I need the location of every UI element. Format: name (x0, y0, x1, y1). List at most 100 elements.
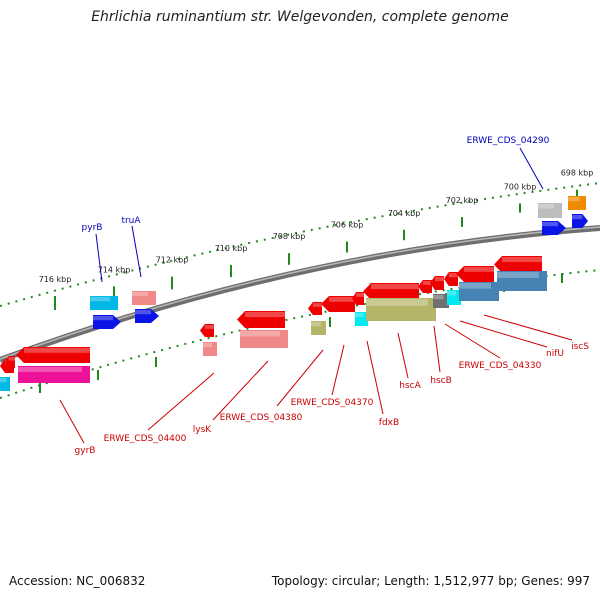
gene-red-ERWE_CDS_04390 (237, 311, 285, 328)
genome-backbone-highlight (0, 226, 600, 360)
gene-hscB (433, 294, 449, 308)
tick-label: 704 kbp (388, 209, 421, 218)
tick-label: 702 kbp (446, 196, 479, 205)
gene-fdxB-shine (355, 313, 364, 318)
gene-red-04340-shine (434, 277, 444, 282)
gene-ERWE_CDS_04370 (311, 321, 326, 335)
gene-red-iscS-shine (502, 257, 542, 263)
gene-red-04330 (444, 272, 458, 286)
gene-cyan-edge (0, 377, 10, 391)
label-leader-line (147, 372, 215, 431)
accession-text: Accession: NC_006832 (9, 574, 146, 588)
label-leader-line (366, 340, 384, 415)
gene-label: ERWE_CDS_04370 (291, 398, 374, 408)
gene-blue-697-shine (572, 215, 583, 220)
tick-rail-outer (0, 182, 600, 307)
label-leader-line (459, 320, 548, 348)
gene-label: ERWE_CDS_04330 (459, 361, 542, 371)
gene-iscS (497, 271, 547, 291)
gene-fdxB (355, 312, 368, 326)
gene-red-nifU (456, 266, 494, 282)
gene-red-hscB-shine (422, 281, 432, 285)
gene-label: ERWE_CDS_04290 (467, 136, 550, 146)
gene-nifU (459, 282, 499, 301)
gene-lysK-shine (203, 343, 213, 348)
gene-orange-698 (568, 196, 586, 210)
gene-red-small (5, 356, 15, 368)
label-lines-layer (59, 147, 573, 444)
gene-nifU-shine (459, 283, 491, 289)
gene-blue-698-shine (542, 222, 558, 227)
tick-label: 712 kbp (156, 256, 189, 265)
gene-red-lysK-area-shine (204, 325, 214, 329)
genome-backbone (0, 225, 600, 363)
tick-label: 708 kbp (273, 232, 306, 241)
gene-truA-partner (135, 309, 159, 323)
tick-label: 714 kbp (98, 265, 131, 274)
gene-red-nifU-shine (464, 267, 494, 272)
tick-label: 716 kbp (39, 275, 72, 284)
label-leader-line (331, 344, 345, 396)
gene-label: lysK (193, 425, 213, 435)
gene-label: iscS (571, 342, 589, 352)
tick-label: 698 kbp (561, 169, 594, 178)
gene-ERWE_CDS_04370-shine (311, 322, 321, 327)
gene-ERWE_CDS_04380 (240, 330, 288, 348)
gene-pyrB-partner (93, 315, 121, 329)
label-leader-line (95, 233, 103, 283)
label-leader-line (483, 314, 573, 341)
label-leader-line (519, 147, 544, 190)
gene-ERWE_CDS_04380-shine (240, 331, 280, 337)
gene-red-fdx (352, 292, 364, 305)
gene-pyrB (90, 296, 118, 310)
gene-truA-shine (132, 292, 148, 297)
gene-red-04370 (308, 302, 322, 315)
gene-label: fdxB (379, 418, 399, 428)
gene-hscA-shine (366, 299, 428, 306)
gene-label: gyrB (75, 446, 96, 456)
gene-cyan-edge-shine (0, 378, 7, 383)
gene-gyrB (18, 366, 90, 383)
gene-red-04360 (321, 296, 355, 312)
label-leader-line (212, 360, 269, 421)
gene-truA-partner-shine (135, 310, 151, 315)
gene-red-hscB (418, 280, 432, 293)
gene-label: hscA (399, 381, 421, 391)
gene-orange-698-shine (568, 197, 580, 202)
gene-label: hscB (430, 376, 452, 386)
gene-blue-698 (542, 221, 566, 235)
gene-iscS-shine (497, 272, 539, 278)
gene-red-iscS (494, 256, 542, 273)
genes-layer (0, 196, 588, 391)
label-leader-line (59, 399, 85, 444)
gene-red-04360-shine (329, 297, 355, 302)
gene-red-hscA-shine (371, 284, 419, 290)
tick-label: 706 kbp (331, 221, 364, 230)
map-title: Ehrlichia ruminantium str. Welgevonden, … (91, 9, 509, 25)
label-leader-line (397, 332, 409, 379)
gene-red-hscA (363, 283, 419, 300)
gene-red-04370-shine (312, 303, 322, 307)
label-leader-line (444, 323, 501, 359)
gene-red-large-left (16, 347, 90, 363)
tick-label: 710 kbp (215, 244, 248, 253)
gene-label: ERWE_CDS_04400 (104, 434, 187, 444)
gene-label: ERWE_CDS_04380 (220, 413, 303, 423)
gene-red-lysK-area (200, 324, 214, 337)
label-leader-line (131, 225, 142, 278)
summary-text: Topology: circular; Length: 1,512,977 bp… (271, 574, 590, 588)
gene-labels-layer: ERWE_CDS_04290 pyrB truA iscS nifU ERWE_CDS_0… (75, 136, 590, 456)
gene-lysK (203, 342, 217, 356)
gene-truA (132, 291, 156, 305)
gene-label: truA (121, 216, 141, 226)
gene-hscB-shine (433, 295, 444, 300)
label-leader-line (276, 349, 324, 407)
gene-gyrB-shine (18, 367, 82, 373)
gene-ERWE_CDS_04290 (538, 203, 562, 218)
gene-red-large-left-shine (24, 348, 90, 353)
gene-blue-697 (572, 214, 588, 228)
label-leader-line (433, 325, 441, 373)
gene-red-fdx-shine (356, 293, 364, 297)
gene-ERWE_CDS_04330 (447, 290, 461, 305)
